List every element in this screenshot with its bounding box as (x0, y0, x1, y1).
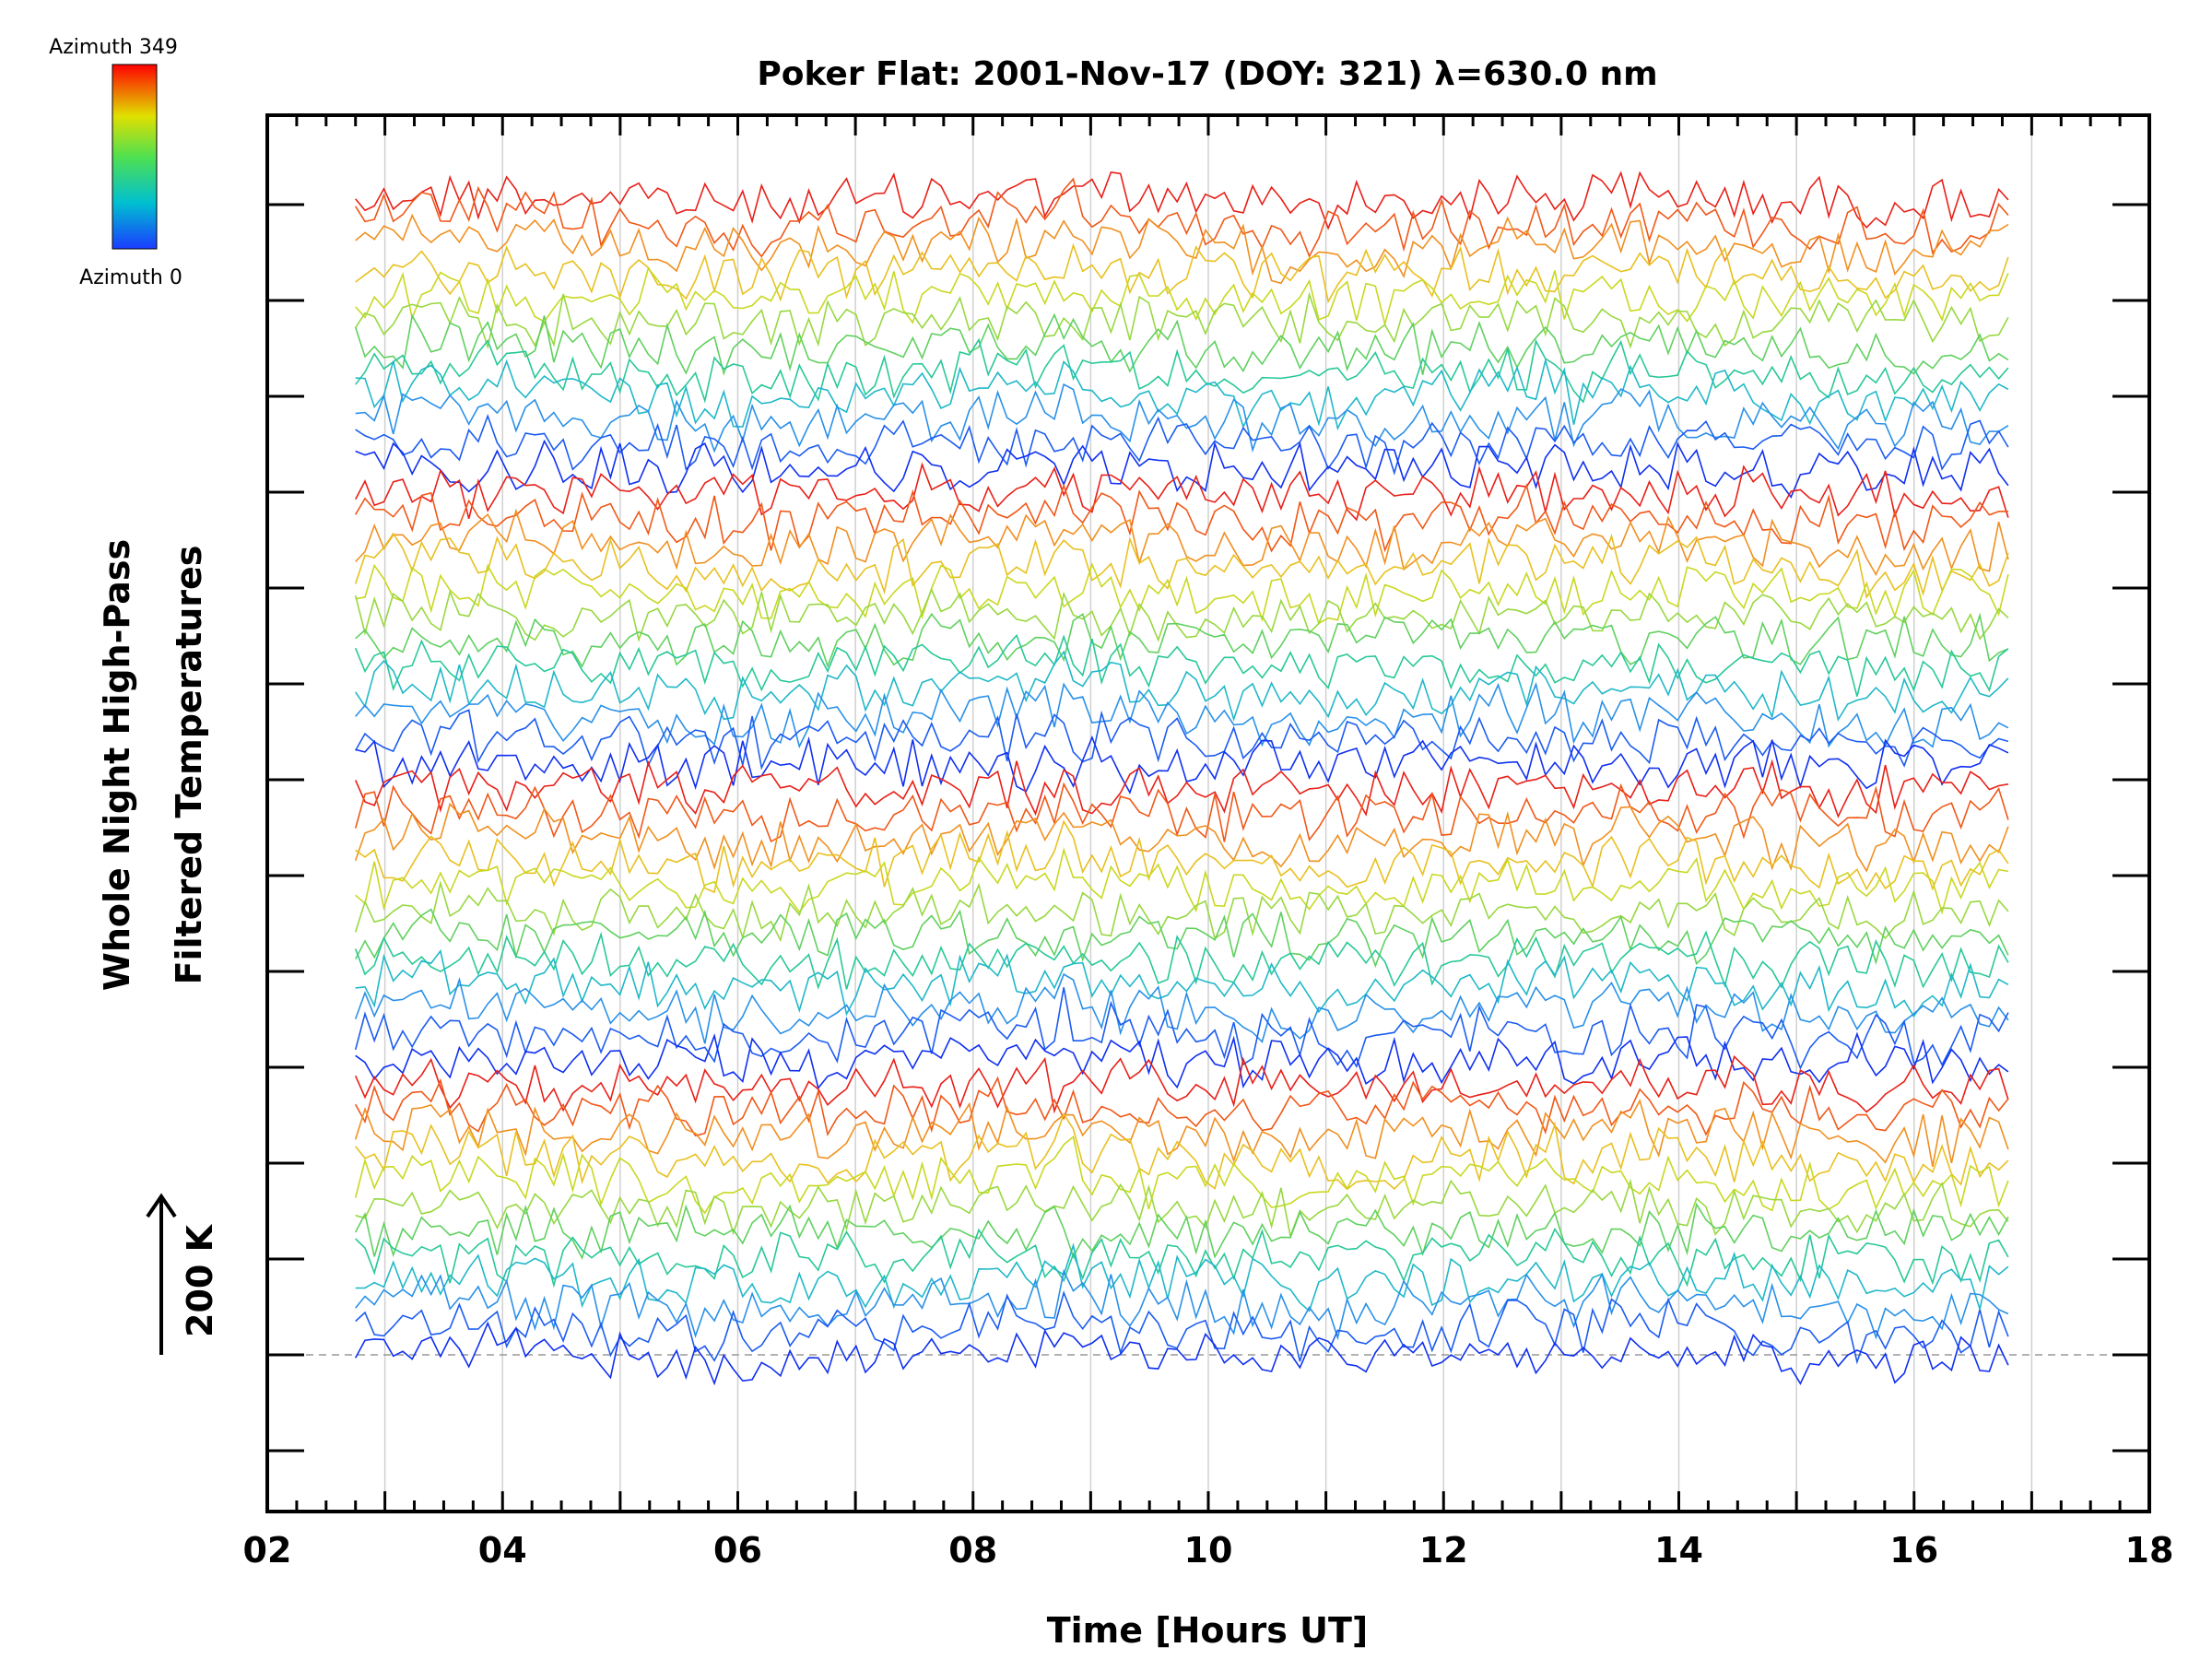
y-axis-label-line1: Whole Night High-Pass (97, 539, 137, 991)
scale-bar-label: 200 K (180, 1223, 220, 1337)
trace-line (355, 414, 2009, 476)
trace-line (355, 171, 2009, 230)
trace-line (354, 587, 2009, 643)
trace-line (355, 291, 2009, 350)
colorbar-top-label: Azimuth 349 (49, 36, 178, 59)
x-tick-label: 12 (1419, 1530, 1468, 1571)
trace-line (355, 1242, 2009, 1312)
trace-line (355, 1031, 2009, 1090)
colorbar: Azimuth 349 Azimuth 0 (49, 36, 182, 289)
trace-line (355, 439, 2009, 500)
trace-line (355, 1112, 2009, 1191)
colorbar-gradient (112, 64, 158, 250)
trace-line (355, 847, 2009, 915)
trace-line (355, 382, 2009, 453)
trace-line (354, 972, 2009, 1044)
trace-line (354, 633, 2009, 697)
trace-line (355, 242, 2009, 304)
trace-line (354, 759, 2009, 818)
plot-frame (265, 113, 2151, 1513)
trace-line (355, 562, 2009, 625)
trace-line (355, 650, 2009, 722)
trace-line (355, 819, 2009, 894)
trace-line (354, 782, 2009, 843)
x-tick-label: 10 (1184, 1530, 1233, 1571)
trace-line (354, 908, 2009, 969)
traces (354, 171, 2009, 1386)
x-tick-label: 16 (1889, 1530, 1938, 1571)
trace-line (355, 1227, 2009, 1288)
x-tick-label: 18 (2125, 1530, 2174, 1571)
trace-line (355, 213, 2009, 285)
trace-line (355, 612, 2009, 669)
trace-line (355, 709, 2009, 771)
scale-bar-arrowhead (146, 1193, 177, 1218)
trace-line (355, 266, 2009, 327)
trace-line (355, 483, 2008, 553)
trace-line (355, 177, 2009, 258)
trace-line (354, 1099, 2009, 1167)
x-tick-label: 14 (1654, 1530, 1703, 1571)
x-tick-label: 02 (243, 1530, 292, 1571)
trace-line (355, 735, 2009, 794)
trace-line (354, 462, 2009, 522)
x-axis-label: Time [Hours UT] (1047, 1610, 1369, 1651)
trace-line (355, 1178, 2009, 1240)
trace-line (355, 681, 2009, 749)
trace-line (354, 1321, 2009, 1386)
x-tick-labels: 02 04 06 08 10 12 14 16 18 (243, 1530, 2174, 1571)
y-axis-label-line2: Filtered Temperatures (169, 546, 209, 985)
trace-line (354, 880, 2009, 943)
x-tick-label: 06 (713, 1530, 762, 1571)
trace-line (354, 1135, 2009, 1215)
trace-line (354, 532, 2009, 599)
trace-line (354, 930, 2009, 990)
trace-line (355, 1290, 2009, 1365)
trace-line (354, 1076, 2009, 1137)
trace-line (354, 987, 2009, 1070)
x-tick-label: 04 (478, 1530, 527, 1571)
trace-line (354, 1202, 2009, 1260)
x-tick-label: 08 (948, 1530, 997, 1571)
colorbar-bottom-label: Azimuth 0 (79, 266, 182, 289)
trace-line (355, 358, 2009, 431)
chart-title: Poker Flat: 2001-Nov-17 (DOY: 321) λ=630… (757, 55, 1657, 93)
trace-line (355, 948, 2009, 1018)
trace-line (354, 1054, 2009, 1114)
trace-line (355, 337, 2009, 404)
trace-line (355, 508, 2009, 577)
trace-line (355, 1268, 2009, 1341)
trace-line (354, 312, 2009, 376)
trace-line (354, 802, 2009, 873)
scale-bar: 200 K (146, 1193, 220, 1355)
